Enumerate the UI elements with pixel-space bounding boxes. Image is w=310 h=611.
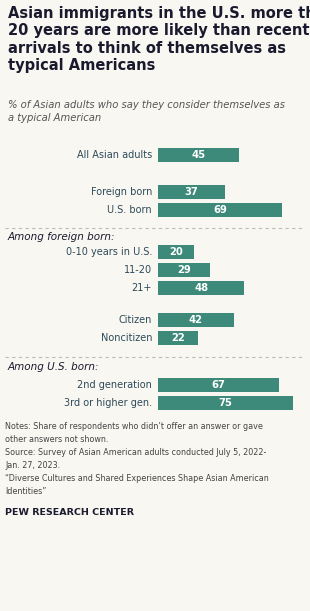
Text: % of Asian adults who say they consider themselves as
a typical American: % of Asian adults who say they consider … — [8, 100, 285, 123]
Bar — [158, 396, 293, 410]
Bar — [158, 331, 197, 345]
Text: Foreign born: Foreign born — [91, 187, 152, 197]
Text: 11-20: 11-20 — [124, 265, 152, 275]
Text: 0-10 years in U.S.: 0-10 years in U.S. — [66, 247, 152, 257]
Text: 3rd or higher gen.: 3rd or higher gen. — [64, 398, 152, 408]
Text: 75: 75 — [219, 398, 232, 408]
Text: Asian immigrants in the U.S. more than
20 years are more likely than recent
arri: Asian immigrants in the U.S. more than 2… — [8, 6, 310, 73]
Text: 29: 29 — [177, 265, 191, 275]
Text: Citizen: Citizen — [119, 315, 152, 325]
Text: Notes: Share of respondents who didn’t offer an answer or gave: Notes: Share of respondents who didn’t o… — [5, 422, 263, 431]
Text: All Asian adults: All Asian adults — [77, 150, 152, 160]
Text: Among U.S. born:: Among U.S. born: — [8, 362, 100, 372]
Text: 42: 42 — [189, 315, 203, 325]
Text: 69: 69 — [213, 205, 227, 215]
Bar — [158, 245, 194, 259]
Text: 20: 20 — [169, 247, 183, 257]
Bar — [158, 281, 244, 295]
Bar — [158, 263, 210, 277]
Text: PEW RESEARCH CENTER: PEW RESEARCH CENTER — [5, 508, 134, 517]
Text: other answers not shown.: other answers not shown. — [5, 435, 108, 444]
Bar — [158, 313, 234, 327]
Bar — [158, 203, 282, 217]
Text: Noncitizen: Noncitizen — [100, 333, 152, 343]
Text: Identities”: Identities” — [5, 487, 46, 496]
Bar — [158, 148, 239, 162]
Text: 21+: 21+ — [132, 283, 152, 293]
Bar — [158, 378, 279, 392]
Bar — [158, 185, 225, 199]
Text: 67: 67 — [211, 380, 225, 390]
Text: 45: 45 — [192, 150, 206, 160]
Text: 2nd generation: 2nd generation — [77, 380, 152, 390]
Text: Among foreign born:: Among foreign born: — [8, 232, 116, 242]
Text: “Diverse Cultures and Shared Experiences Shape Asian American: “Diverse Cultures and Shared Experiences… — [5, 474, 269, 483]
Text: 48: 48 — [194, 283, 208, 293]
Text: Jan. 27, 2023.: Jan. 27, 2023. — [5, 461, 60, 470]
Text: 22: 22 — [171, 333, 185, 343]
Text: Source: Survey of Asian American adults conducted July 5, 2022-: Source: Survey of Asian American adults … — [5, 448, 266, 457]
Text: U.S. born: U.S. born — [107, 205, 152, 215]
Text: 37: 37 — [184, 187, 198, 197]
